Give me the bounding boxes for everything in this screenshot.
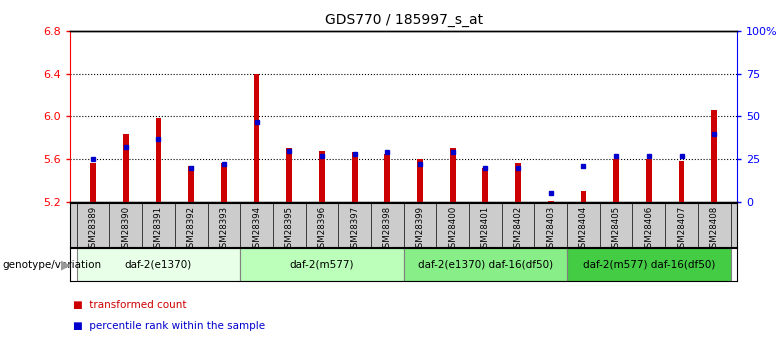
Bar bbox=[254, 74, 260, 202]
Bar bbox=[580, 191, 587, 202]
Bar bbox=[613, 159, 619, 202]
Bar bbox=[515, 164, 521, 202]
Bar bbox=[352, 152, 357, 202]
Text: GSM28403: GSM28403 bbox=[546, 206, 555, 253]
Text: GSM28399: GSM28399 bbox=[416, 206, 424, 253]
Bar bbox=[76, 248, 240, 281]
Text: GSM28397: GSM28397 bbox=[350, 206, 359, 253]
Text: GSM28404: GSM28404 bbox=[579, 206, 588, 253]
Bar bbox=[450, 148, 456, 202]
Bar bbox=[90, 164, 96, 202]
Bar bbox=[483, 168, 488, 202]
Bar bbox=[221, 164, 227, 202]
Text: GSM28402: GSM28402 bbox=[513, 206, 523, 253]
Text: GSM28401: GSM28401 bbox=[481, 206, 490, 253]
Bar bbox=[319, 151, 324, 202]
Bar bbox=[711, 110, 717, 202]
Text: ■  percentile rank within the sample: ■ percentile rank within the sample bbox=[73, 321, 264, 331]
Text: GSM28405: GSM28405 bbox=[612, 206, 621, 253]
Bar bbox=[188, 166, 194, 202]
Bar bbox=[286, 148, 292, 202]
Bar bbox=[417, 159, 423, 202]
Bar bbox=[679, 161, 685, 202]
Text: daf-2(m577): daf-2(m577) bbox=[289, 260, 354, 270]
Title: GDS770 / 185997_s_at: GDS770 / 185997_s_at bbox=[324, 13, 483, 27]
Bar bbox=[404, 248, 567, 281]
Bar bbox=[155, 118, 161, 202]
Text: GSM28389: GSM28389 bbox=[89, 206, 98, 253]
Text: GSM28396: GSM28396 bbox=[317, 206, 326, 253]
Bar bbox=[646, 159, 652, 202]
Text: GSM28395: GSM28395 bbox=[285, 206, 294, 253]
Text: daf-2(e1370) daf-16(df50): daf-2(e1370) daf-16(df50) bbox=[418, 260, 553, 270]
Text: GSM28390: GSM28390 bbox=[121, 206, 130, 253]
Text: GSM28408: GSM28408 bbox=[710, 206, 718, 253]
Bar bbox=[240, 248, 404, 281]
Bar bbox=[385, 154, 390, 202]
Text: daf-2(e1370): daf-2(e1370) bbox=[125, 260, 192, 270]
Text: GSM28398: GSM28398 bbox=[383, 206, 392, 253]
Text: GSM28400: GSM28400 bbox=[448, 206, 457, 253]
Text: GSM28406: GSM28406 bbox=[644, 206, 654, 253]
Bar bbox=[567, 248, 731, 281]
Text: GSM28407: GSM28407 bbox=[677, 206, 686, 253]
Bar bbox=[122, 134, 129, 202]
Text: ▶: ▶ bbox=[61, 258, 70, 271]
Text: GSM28392: GSM28392 bbox=[186, 206, 196, 253]
Text: ■  transformed count: ■ transformed count bbox=[73, 300, 186, 310]
Text: daf-2(m577) daf-16(df50): daf-2(m577) daf-16(df50) bbox=[583, 260, 715, 270]
Text: GSM28393: GSM28393 bbox=[219, 206, 229, 253]
Text: GSM28394: GSM28394 bbox=[252, 206, 261, 253]
Text: genotype/variation: genotype/variation bbox=[2, 260, 101, 270]
Bar bbox=[548, 201, 554, 202]
Text: GSM28391: GSM28391 bbox=[154, 206, 163, 253]
